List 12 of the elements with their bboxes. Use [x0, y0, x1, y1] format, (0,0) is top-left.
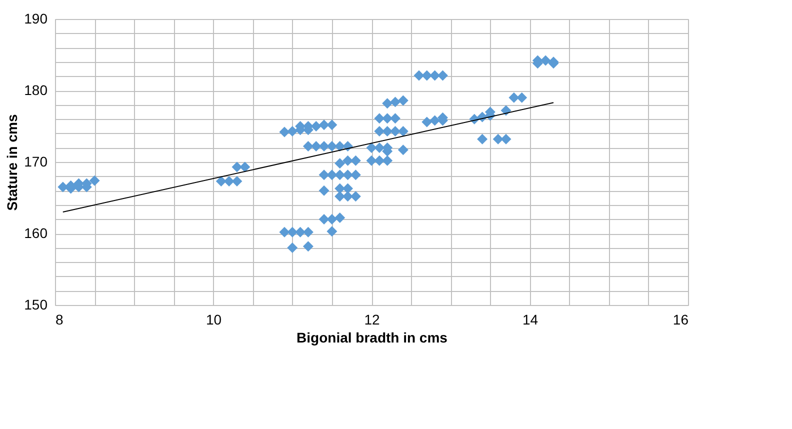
y-tick-label: 170 [24, 154, 48, 170]
x-tick-label: 10 [206, 312, 222, 328]
x-tick-label: 12 [364, 312, 380, 328]
x-tick-label: 14 [522, 312, 538, 328]
y-tick-label: 180 [24, 82, 48, 98]
y-axis-title: Stature in cms [4, 114, 20, 211]
x-tick-label: 16 [672, 312, 689, 328]
y-tick-label: 190 [24, 10, 48, 26]
y-tick-label: 150 [24, 296, 48, 312]
x-axis-title: Bigonial bradth in cms [296, 330, 448, 346]
x-tick-label: 8 [56, 312, 64, 328]
y-tick-label: 160 [24, 225, 48, 241]
